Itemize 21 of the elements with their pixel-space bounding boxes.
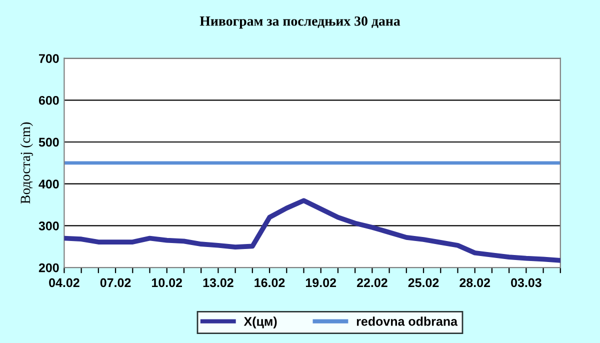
x-tick-label: 10.02: [152, 278, 182, 288]
x-tick-label: 07.02: [100, 278, 131, 288]
x-tick-label: 13.02: [203, 278, 234, 288]
y-tick-label: 400: [38, 180, 59, 188]
x-tick-label: 28.02: [460, 278, 490, 288]
legend-label: X(цм): [244, 316, 277, 328]
x-tick-label: 25.02: [408, 278, 439, 288]
x-tick-label: 19.02: [306, 278, 336, 288]
chart-title: Нивограм за последњих 30 дана: [200, 16, 400, 29]
line-series: [64, 198, 560, 263]
y-tick-label: 300: [38, 221, 59, 230]
x-tick-label: 03.03: [511, 278, 542, 288]
x-tick-label: 16.02: [254, 278, 285, 288]
y-axis-title: Водостај (cm): [20, 122, 33, 204]
y-tick-label: 200: [38, 263, 59, 272]
x-tick-label: 04.02: [49, 278, 80, 288]
y-tick-label: 600: [38, 96, 59, 105]
legend-label: redovna odbrana: [356, 316, 458, 326]
y-tick-label: 500: [38, 138, 59, 147]
x-tick-label: 22.02: [356, 278, 388, 288]
y-tick-label: 700: [39, 54, 59, 63]
